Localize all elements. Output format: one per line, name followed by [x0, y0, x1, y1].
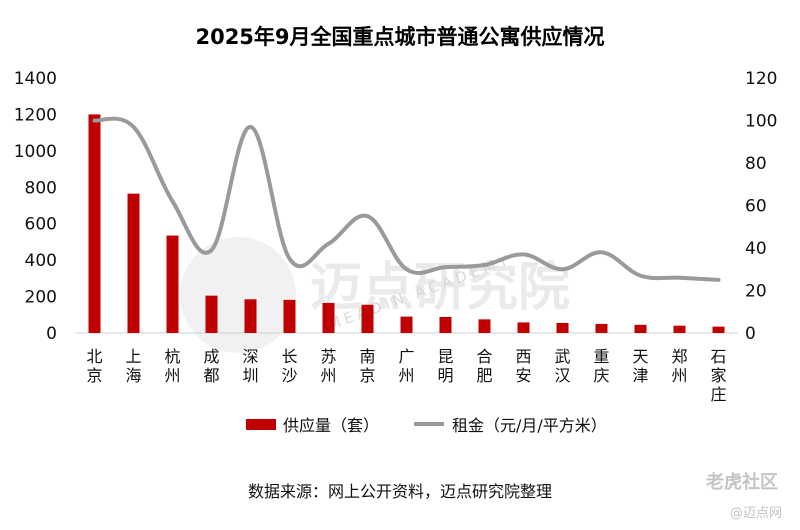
- left-tick-label: 1200: [14, 105, 57, 125]
- bar: [478, 319, 491, 333]
- left-axis: 0 200 400 600 800 1000 1200 1400: [14, 69, 57, 344]
- corner-watermark: 老虎社区 @迈点网: [706, 471, 782, 521]
- right-tick-label: 20: [745, 282, 767, 302]
- category-label: 杭州: [164, 347, 180, 385]
- bar: [244, 299, 257, 333]
- chart-title: 2025年9月全国重点城市普通公寓供应情况: [195, 25, 604, 49]
- category-label: 广州: [398, 347, 414, 385]
- category-label: 石家庄: [710, 347, 726, 404]
- left-tick-label: 400: [25, 251, 57, 271]
- corner-watermark-text: 老虎社区: [706, 471, 778, 493]
- bar: [673, 325, 686, 333]
- left-tick-label: 800: [25, 178, 57, 198]
- watermark-logo-icon: [180, 237, 296, 353]
- left-tick-label: 600: [25, 215, 57, 235]
- category-label: 合肥: [476, 347, 492, 385]
- bar: [556, 322, 569, 333]
- category-label: 郑州: [671, 347, 687, 385]
- category-label: 昆明: [437, 347, 453, 385]
- category-label: 西安: [515, 347, 531, 385]
- source-note: 数据来源：网上公开资料，迈点研究院整理: [248, 482, 552, 501]
- legend: 供应量（套） 租金（元/月/平方米）: [246, 416, 607, 435]
- right-tick-label: 80: [745, 154, 767, 174]
- category-label: 上海: [125, 347, 141, 385]
- right-tick-label: 0: [745, 324, 756, 344]
- bar: [634, 324, 647, 333]
- bar: [127, 193, 140, 333]
- left-tick-label: 1400: [14, 69, 57, 89]
- category-label: 重庆: [593, 347, 609, 385]
- category-label: 北京: [86, 347, 102, 385]
- left-tick-label: 1000: [14, 142, 57, 162]
- category-label: 南京: [359, 347, 375, 385]
- category-label: 长沙: [281, 347, 297, 385]
- legend-line-label: 租金（元/月/平方米）: [452, 416, 607, 435]
- bar: [517, 322, 530, 333]
- left-tick-label: 0: [46, 324, 57, 344]
- bar: [166, 235, 179, 333]
- right-axis: 0 20 40 60 80 100 120: [745, 69, 777, 344]
- bar: [595, 323, 608, 333]
- bar: [712, 326, 725, 333]
- right-tick-label: 40: [745, 239, 767, 259]
- rent-line: [92, 116, 721, 282]
- category-label: 武汉: [554, 347, 570, 385]
- bar: [283, 299, 296, 333]
- legend-bar-swatch: [246, 419, 276, 430]
- bar: [361, 304, 374, 333]
- legend-bar-label: 供应量（套）: [283, 416, 379, 435]
- category-label: 深圳: [242, 347, 258, 385]
- corner-watermark-sub: @迈点网: [730, 506, 782, 521]
- category-label: 苏州: [320, 347, 336, 385]
- right-tick-label: 60: [745, 197, 767, 217]
- left-tick-label: 200: [25, 288, 57, 308]
- right-tick-label: 120: [745, 69, 777, 89]
- bar: [439, 316, 452, 333]
- bar: [322, 302, 335, 333]
- bar: [400, 316, 413, 333]
- right-tick-label: 100: [745, 112, 777, 132]
- bar: [205, 295, 218, 333]
- category-label: 成都: [203, 347, 219, 385]
- category-label: 天津: [632, 347, 648, 385]
- bar-series: [88, 114, 725, 333]
- bar: [88, 114, 101, 333]
